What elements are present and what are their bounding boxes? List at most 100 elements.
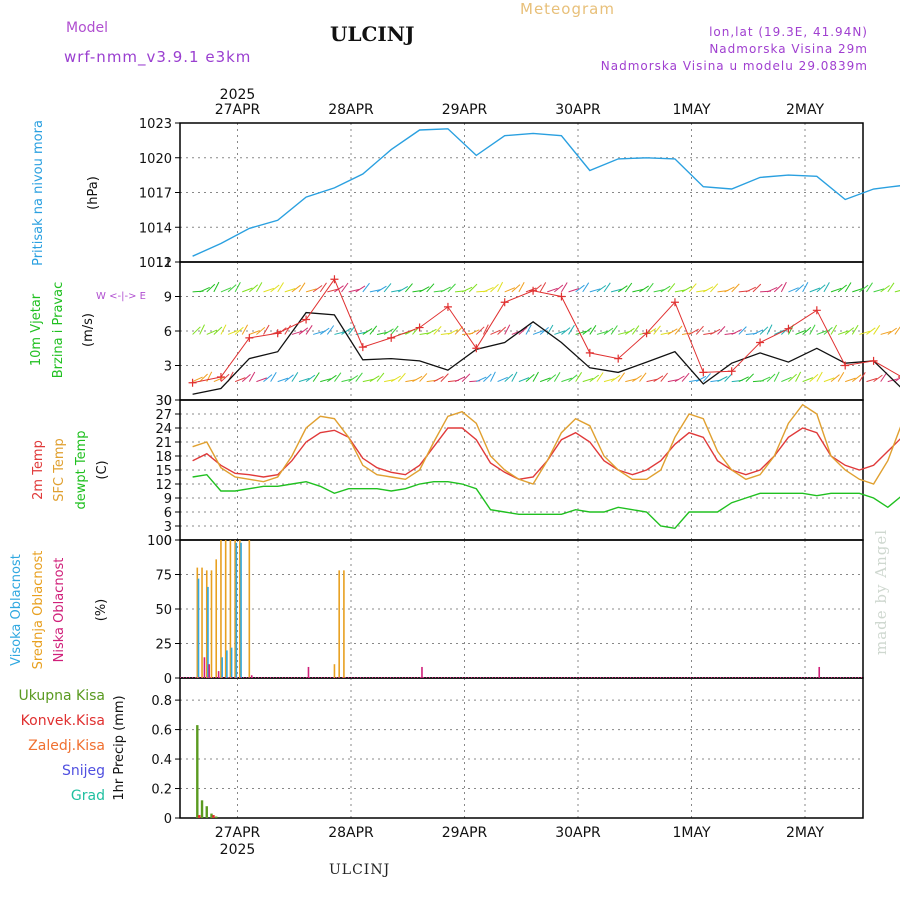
- wind-arrow: [241, 374, 251, 382]
- y-tick-label: 15: [155, 464, 172, 479]
- y-tick-label: 0.8: [151, 694, 172, 709]
- wind-arrow: [667, 328, 678, 335]
- wind-unit: (m/s): [81, 313, 96, 347]
- precip-legend-item: Zaledj.Kisa: [28, 738, 105, 754]
- date-label-top: 28APR: [328, 102, 374, 118]
- y-tick-label: 50: [155, 603, 172, 618]
- wind-arrow: [305, 288, 317, 293]
- wind-arrow: [234, 377, 246, 383]
- gust-marker: [188, 378, 197, 387]
- gust-marker: [585, 348, 594, 357]
- wind-arrow: [369, 375, 380, 383]
- date-label-top: 30APR: [555, 102, 601, 118]
- wind-arrow: [532, 330, 544, 335]
- wind-arrow: [255, 282, 263, 293]
- date-label-bottom: 27APR: [215, 825, 261, 841]
- wind-arrow: [447, 283, 456, 293]
- wind-arrow: [788, 287, 799, 293]
- cloud-ylabel-low: Niska Oblacnost: [52, 558, 67, 663]
- wind-arrow: [298, 282, 306, 293]
- wind-arrow: [653, 325, 661, 335]
- wind-arrow: [547, 287, 558, 293]
- wind-arrow: [348, 375, 359, 383]
- wind-arrow: [270, 284, 280, 293]
- wind-arrow: [710, 283, 719, 293]
- gust-marker: [812, 306, 821, 315]
- y-tick-label: 12: [155, 256, 172, 271]
- wind-arrow: [326, 325, 335, 335]
- wind-arrow: [632, 288, 644, 293]
- wind-arrow: [660, 372, 668, 382]
- cloud-ylabel-mid: Srednja Oblacnost: [31, 551, 46, 670]
- wind-arrow: [525, 287, 537, 293]
- wind-arrow: [369, 325, 378, 335]
- wind-arrow: [263, 374, 273, 382]
- wind-arrow: [320, 378, 332, 383]
- wind-arrow: [277, 377, 289, 383]
- wind-arrow: [631, 325, 640, 335]
- precip-legend-item: Grad: [71, 788, 105, 804]
- sfc-temp-line: [192, 403, 900, 485]
- wind-arrow: [766, 324, 773, 335]
- wind-arrow: [490, 283, 499, 293]
- wind-arrow: [589, 374, 599, 383]
- wind-arrow: [596, 372, 604, 382]
- y-tick-label: 6: [164, 506, 172, 521]
- wind-arrow: [376, 285, 387, 293]
- wind-arrow: [220, 324, 227, 335]
- wind-arrow: [511, 371, 518, 382]
- wind-arrow: [795, 284, 805, 293]
- wind-arrow: [809, 324, 816, 335]
- precip-legend-item: Ukupna Kisa: [18, 688, 105, 704]
- wind-arrow: [639, 372, 647, 382]
- wind-arrow: [859, 330, 871, 335]
- gust-marker: [642, 329, 651, 338]
- wind-arrow: [192, 376, 203, 383]
- wind-arrow: [646, 378, 658, 383]
- wind-arrow: [263, 287, 275, 293]
- wind-arrow: [241, 324, 249, 335]
- wind-arrow: [291, 330, 303, 335]
- wind-arrow: [561, 377, 573, 383]
- wind-arrow: [873, 325, 881, 335]
- wind-arrow: [688, 283, 697, 293]
- wind-arrow: [242, 287, 253, 293]
- wind-arrow: [752, 283, 762, 293]
- wind-arrow: [447, 329, 459, 335]
- date-label-bottom: 28APR: [328, 825, 374, 841]
- wind-arrow: [802, 377, 814, 383]
- wind-arrow: [497, 281, 504, 293]
- y-tick-label: 0: [164, 394, 172, 409]
- wind-arrow: [582, 327, 592, 335]
- y-tick-label: 1023: [139, 117, 172, 132]
- wind-arrow: [589, 288, 601, 293]
- wind-arrow: [894, 377, 900, 383]
- wind-arrow: [199, 324, 205, 335]
- wind-arrow: [802, 326, 812, 335]
- wind-arrow: [738, 326, 747, 335]
- gust-marker: [472, 344, 481, 353]
- date-label-top: 27APR: [215, 102, 261, 118]
- wind-arrow: [575, 284, 585, 293]
- wind-arrow: [610, 288, 622, 293]
- wind-arrow: [731, 329, 742, 335]
- wind-arrow: [837, 284, 848, 293]
- cloud-unit: (%): [94, 599, 109, 622]
- y-tick-label: 0: [164, 534, 172, 549]
- gust-marker: [500, 298, 509, 307]
- wind-arrow: [681, 372, 690, 382]
- wind-arrow: [483, 286, 494, 293]
- pressure-line: [192, 128, 900, 257]
- temp-unit: (C): [95, 460, 110, 479]
- wind-arrow: [774, 329, 785, 335]
- wind-arrow: [837, 371, 845, 382]
- wind-arrow: [660, 331, 672, 335]
- wind-arrow: [284, 324, 292, 335]
- wind-arrow: [880, 285, 890, 293]
- y-tick-label: 1011: [139, 256, 172, 271]
- wind-arrow: [497, 376, 508, 383]
- wind-arrow: [532, 371, 539, 382]
- wind-arrow: [702, 373, 711, 382]
- wind-arrow: [475, 326, 485, 335]
- wind-arrow: [667, 379, 679, 383]
